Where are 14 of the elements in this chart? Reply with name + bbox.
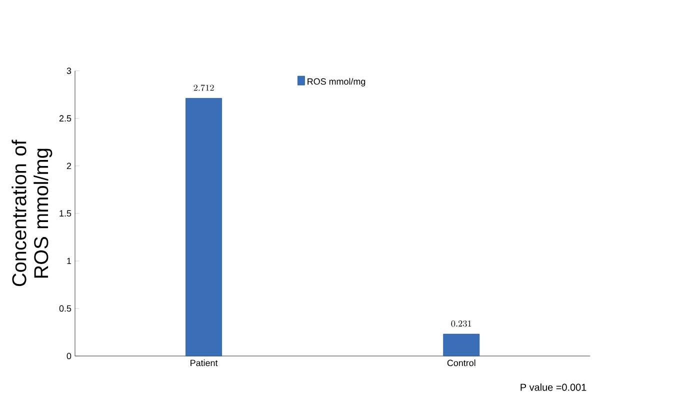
legend-label: ROS mmol/mg [308, 78, 366, 86]
x-tick-label: Control [447, 360, 476, 366]
y-tick-label: 0 [66, 352, 72, 360]
y-axis-title: Concentration of ROS mmol/mg [12, 140, 52, 286]
y-tick-label: 1.5 [60, 210, 72, 217]
y-tick-label: 2 [66, 162, 72, 170]
y-tick-label: 2.5 [59, 115, 72, 122]
data-label: 0.231 [451, 320, 472, 327]
y-tick-label: 0.5 [59, 305, 72, 312]
y-tick-label: 3 [66, 68, 72, 74]
text: P value =0.001 [520, 384, 586, 391]
x-tick-label: Patient [190, 360, 218, 366]
y-tick-label: 1 [67, 258, 72, 264]
data-label: 2.712 [194, 84, 214, 91]
